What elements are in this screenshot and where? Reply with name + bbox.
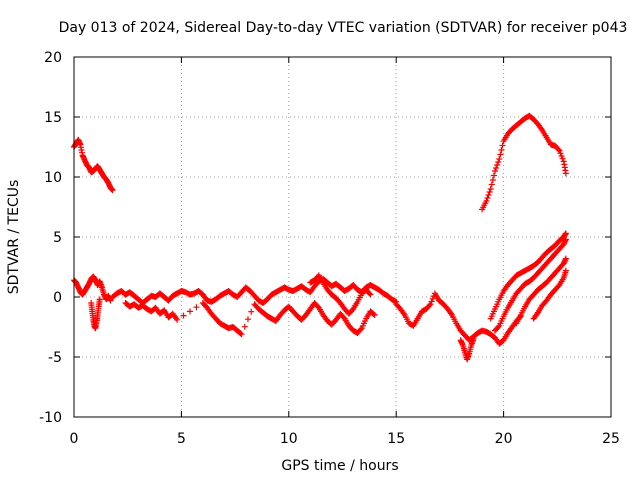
- y-tick-label: 10: [44, 170, 62, 186]
- data-point: [186, 308, 193, 315]
- series-track-evening: [393, 290, 524, 347]
- data-points: [71, 112, 569, 363]
- y-tick-label: -5: [48, 350, 62, 366]
- data-point: [180, 312, 187, 319]
- x-tick-label: 10: [280, 431, 298, 447]
- data-point: [244, 316, 251, 323]
- data-point: [556, 147, 563, 154]
- chart-title: Day 013 of 2024, Sidereal Day-to-day VTE…: [59, 20, 628, 36]
- data-point: [555, 146, 562, 153]
- data-point: [559, 155, 566, 162]
- data-point: [193, 304, 200, 311]
- data-point: [429, 295, 436, 302]
- data-point: [495, 324, 502, 330]
- data-point: [497, 151, 504, 158]
- series-track-early-high: [71, 136, 116, 194]
- data-point: [366, 290, 373, 297]
- data-point: [562, 170, 569, 177]
- y-tick-label: 15: [44, 110, 62, 126]
- x-tick-label: 15: [387, 431, 405, 447]
- data-point: [493, 165, 500, 171]
- data-point: [488, 181, 495, 188]
- series-track-evening-dip: [457, 336, 477, 363]
- y-tick-label: -10: [39, 410, 62, 426]
- y-tick-label: 0: [53, 290, 62, 306]
- data-point: [557, 150, 564, 157]
- data-point: [484, 195, 491, 201]
- series-track-dip-1: [88, 296, 103, 332]
- data-point: [499, 142, 506, 149]
- axis-ticks: 0 5 10 15 20 25 -10 -5 0 5 10 15 20: [39, 50, 620, 447]
- data-point: [496, 156, 503, 162]
- data-point: [371, 312, 378, 318]
- data-point: [562, 267, 569, 274]
- data-point: [562, 236, 569, 243]
- series-track-late-high: [479, 112, 569, 213]
- series-track-day-bump: [307, 272, 374, 317]
- data-point: [248, 308, 255, 315]
- data-point: [558, 153, 565, 159]
- data-point: [238, 331, 245, 338]
- series-track-late-a: [487, 230, 569, 322]
- series-track-late-b: [492, 236, 569, 334]
- data-point: [494, 162, 501, 168]
- data-point: [487, 186, 494, 192]
- data-point: [174, 316, 181, 323]
- data-point: [370, 311, 377, 318]
- series-track-day-low: [122, 300, 378, 338]
- data-point: [357, 326, 364, 333]
- data-point: [498, 147, 505, 153]
- series-track-early-low: [71, 273, 114, 304]
- data-point: [489, 177, 496, 183]
- y-tick-label: 20: [44, 50, 62, 66]
- data-point: [241, 323, 248, 330]
- series-track-late-d: [530, 267, 569, 322]
- y-axis-label: SDTVAR / TECUs: [6, 180, 22, 295]
- data-point: [470, 336, 477, 342]
- data-point: [428, 298, 435, 305]
- data-point: [483, 198, 490, 204]
- data-point: [562, 230, 569, 237]
- x-tick-label: 20: [495, 431, 513, 447]
- data-point: [562, 255, 569, 262]
- data-point: [495, 159, 502, 165]
- x-tick-label: 0: [70, 431, 79, 447]
- data-point: [486, 189, 493, 195]
- data-point: [237, 330, 244, 337]
- x-tick-label: 5: [177, 431, 186, 447]
- data-point: [367, 291, 374, 298]
- data-point: [490, 172, 497, 179]
- data-point: [492, 168, 499, 174]
- data-point: [109, 187, 116, 194]
- x-tick-label: 25: [602, 431, 620, 447]
- series-track-late-c: [513, 255, 569, 327]
- y-tick-label: 5: [53, 230, 62, 246]
- data-point: [427, 301, 434, 308]
- data-point: [426, 302, 433, 309]
- series-track-day-mid: [109, 276, 400, 306]
- grid: [74, 57, 611, 417]
- x-axis-label: GPS time / hours: [281, 458, 398, 474]
- data-point: [485, 192, 492, 198]
- data-point: [107, 297, 114, 304]
- data-point: [96, 296, 103, 303]
